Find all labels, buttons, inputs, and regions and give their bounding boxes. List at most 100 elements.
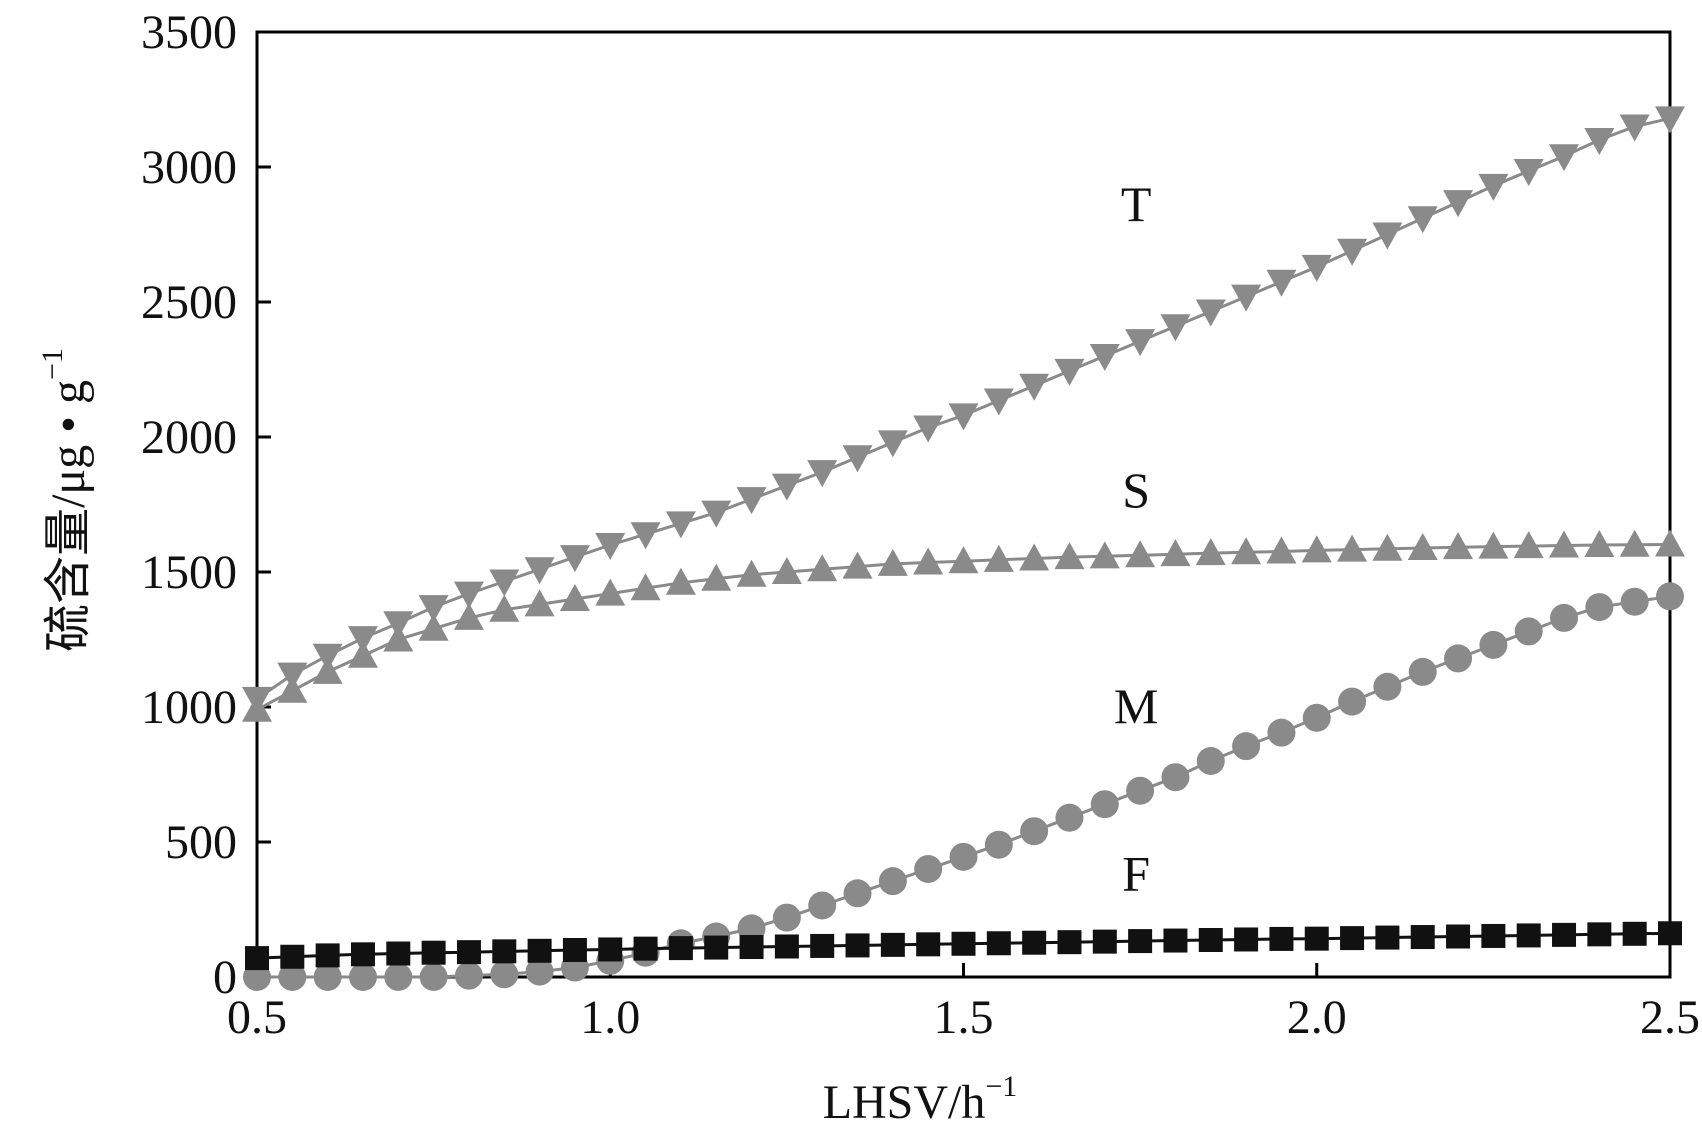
data-point-triangle-down [665,511,696,539]
x-tick-label: 0.5 [227,991,287,1044]
data-point-square [774,934,799,959]
data-point-triangle-down [1584,128,1615,155]
data-point-square [1269,926,1294,951]
data-point-square [810,933,835,958]
data-point-square [1128,929,1153,954]
data-point-square [1622,921,1647,946]
data-point-triangle-up [1019,543,1050,571]
data-point-circle [1444,644,1473,673]
data-point-square [350,942,375,967]
data-point-square [1587,922,1612,947]
data-point-circle [1408,657,1437,686]
y-tick-label: 1000 [141,681,237,734]
data-point-square [1092,929,1117,954]
data-point-triangle-down [489,569,520,597]
data-point-circle [1126,776,1155,805]
data-point-square [1304,926,1329,951]
data-point-triangle-down [1619,114,1650,142]
data-point-square [1516,923,1541,948]
data-point-triangle-down [1443,190,1474,218]
data-point-triangle-up [1513,531,1544,559]
x-axis: 0.5 1.0 1.5 2.0 2.5 [227,963,1700,1044]
y-axis: 0 500 1000 1500 2000 2500 3000 3500 [141,6,271,1004]
y-tick-label: 3500 [141,6,237,59]
data-point-circle [1585,593,1614,622]
data-point-square [880,932,905,957]
data-point-triangle-down [630,522,661,550]
x-tick-label: 2.5 [1640,991,1700,1044]
data-point-circle [490,960,519,989]
data-point-square [1375,925,1400,950]
data-point-square [951,931,976,956]
data-point-triangle-down [877,430,908,458]
data-point-circle [843,879,872,908]
series-label-s: S [1122,462,1150,518]
data-point-triangle-down [1478,173,1509,201]
data-point-triangle-down [1054,358,1085,386]
data-point-circle [1620,587,1649,616]
data-point-square [562,938,587,962]
data-point-circle [384,963,413,991]
data-point-triangle-up [948,546,979,574]
data-point-triangle-down [1513,159,1544,187]
data-point-square [916,932,941,957]
y-tick-label: 2500 [141,276,237,329]
data-point-triangle-down [1266,269,1297,297]
y-tick-label: 3000 [141,141,237,194]
series-label-t: T [1121,176,1152,232]
data-point-square [456,940,481,965]
data-point-triangle-down [1089,344,1120,371]
series-label-m: M [1114,678,1158,734]
y-tick-label: 0 [213,951,237,1004]
x-tick-label: 1.0 [580,991,640,1044]
data-point-circle [772,903,801,932]
data-point-square [315,943,340,968]
data-point-triangle-up [347,640,378,668]
data-point-triangle-down [1372,222,1403,250]
data-point-triangle-up [1619,529,1650,557]
data-point-triangle-up [1301,535,1332,563]
data-point-triangle-down [1125,329,1156,357]
data-point-triangle-up [913,547,944,575]
data-point-triangle-down [983,388,1014,416]
data-point-square [598,937,623,962]
data-point-square [986,931,1011,956]
data-point-triangle-down [418,595,449,623]
data-point-triangle-up [771,557,802,584]
data-point-triangle-up [983,544,1014,572]
data-point-triangle-down [524,557,555,585]
y-axis-title-superscript: −1 [36,348,69,380]
series-layer: T S M F [242,106,1685,991]
data-point-triangle-up [1655,529,1685,557]
data-point-triangle-up [1337,534,1368,562]
data-point-circle [1161,763,1190,792]
data-point-square [1022,930,1047,955]
data-point-triangle-up [736,559,767,587]
data-point-triangle-up [630,573,661,601]
data-point-circle [1302,703,1331,732]
series-f: F [245,846,1682,971]
data-point-triangle-up [1054,542,1085,570]
data-point-triangle-up [1584,530,1615,557]
data-point-circle [1479,630,1508,659]
data-point-square [1446,924,1471,949]
data-point-triangle-up [1407,532,1438,560]
data-point-circle [1196,747,1225,775]
data-point-triangle-down [736,487,767,515]
data-point-triangle-up [665,567,696,595]
data-point-circle [1373,672,1402,701]
data-point-triangle-down [1655,106,1685,134]
data-point-triangle-down [807,460,838,488]
data-point-triangle-up [383,624,414,652]
data-point-triangle-up [489,594,520,622]
data-point-circle [1232,732,1261,761]
y-tick-label: 1500 [141,546,237,599]
data-point-triangle-up [1266,536,1297,564]
data-point-triangle-down [913,415,944,443]
data-point-square [633,936,658,961]
data-point-square [1163,928,1188,953]
data-point-triangle-up [312,656,343,684]
data-point-square [1481,923,1506,948]
data-point-square [1057,930,1082,955]
data-point-triangle-up [559,584,590,611]
